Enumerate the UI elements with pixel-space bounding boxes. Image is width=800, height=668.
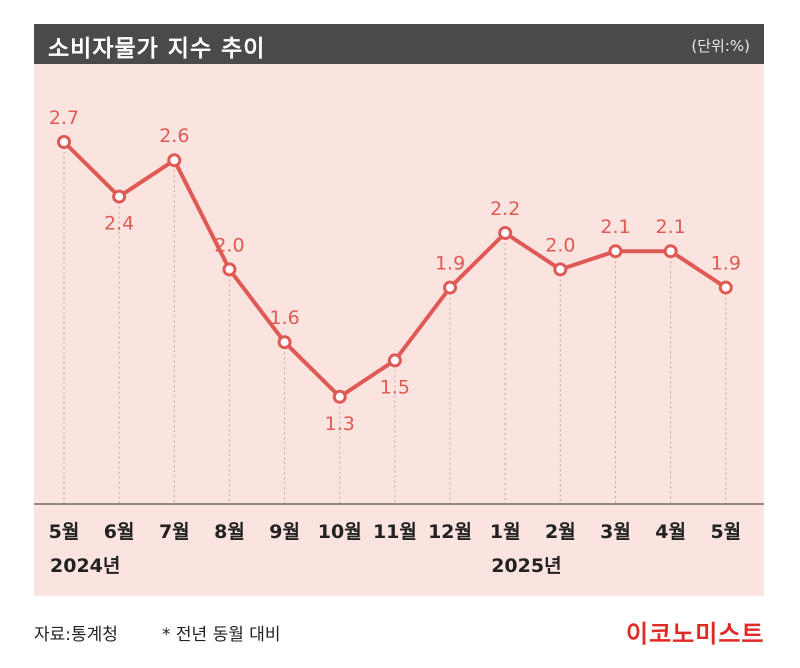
- data-label: 2.2: [490, 198, 520, 220]
- year-label: 2024년: [50, 555, 120, 577]
- data-point: [167, 153, 182, 168]
- data-label: 1.6: [269, 307, 299, 329]
- data-point: [387, 353, 402, 368]
- data-points: [57, 135, 733, 404]
- plot-area: [34, 64, 764, 596]
- data-point: [57, 135, 71, 149]
- chart-title: 소비자물가 지수 추이: [48, 36, 266, 62]
- data-label: 2.0: [214, 234, 244, 256]
- x-tick-label: 6월: [104, 521, 135, 543]
- year-label: 2025년: [491, 555, 561, 577]
- data-label: 2.0: [545, 234, 575, 256]
- line-chart: 2.72.42.62.01.61.31.51.92.22.02.1 2.11.9 …: [34, 107, 764, 577]
- unit-label: (단위:%): [691, 37, 750, 55]
- x-tick-labels: 5월 6월 7월 8월 9월 10월 11월 12월 1월 2월 3월 4월 5월: [49, 521, 742, 543]
- note-text: * 전년 동월 대비: [162, 625, 281, 645]
- x-tick-label: 10월: [318, 521, 362, 543]
- data-label: 2.1: [656, 216, 686, 238]
- year-labels: 2024년 2025년: [50, 555, 562, 577]
- data-label: 1.5: [380, 376, 410, 398]
- x-tick-label: 3월: [600, 521, 631, 543]
- data-label: 1.9: [711, 253, 741, 275]
- x-tick-label: 7월: [159, 521, 190, 543]
- data-point: [663, 244, 678, 259]
- x-tick-label: 2월: [545, 521, 576, 543]
- data-label: 2.6: [159, 125, 189, 147]
- data-point: [222, 262, 237, 277]
- publisher-logo: 이코노미스트: [626, 620, 765, 648]
- gridlines: [63, 142, 727, 504]
- data-point: [277, 335, 292, 350]
- x-tick-label: 11월: [373, 521, 417, 543]
- source-text: 자료:통계청: [34, 625, 118, 645]
- x-tick-label: 4월: [655, 521, 686, 543]
- data-point: [112, 189, 127, 204]
- x-tick-label: 5월: [710, 521, 741, 543]
- data-point: [332, 389, 347, 404]
- x-tick-label: 8월: [214, 521, 245, 543]
- data-label: 2.1: [600, 216, 630, 238]
- data-point: [608, 244, 623, 259]
- data-point: [553, 262, 568, 277]
- data-point: [443, 280, 458, 295]
- x-tick-label: 1월: [490, 521, 521, 543]
- chart-header: 소비자물가 지수 추이 (단위:%): [34, 24, 764, 64]
- data-label: 1.9: [435, 253, 465, 275]
- x-tick-label: 12월: [428, 521, 472, 543]
- data-labels: 2.7 2.4 2.6 2.0 1.6 1.3 1.5 1.9 2.2 2.0 2.1 2.1 1.9: [49, 107, 741, 435]
- data-label: 2.4: [104, 213, 134, 235]
- data-label: 2.7: [49, 107, 79, 129]
- x-tick-label: 5월: [49, 521, 80, 543]
- data-point: [718, 280, 733, 295]
- data-label: 1.3: [325, 413, 355, 435]
- x-tick-label: 9월: [269, 521, 300, 543]
- data-point: [498, 226, 513, 240]
